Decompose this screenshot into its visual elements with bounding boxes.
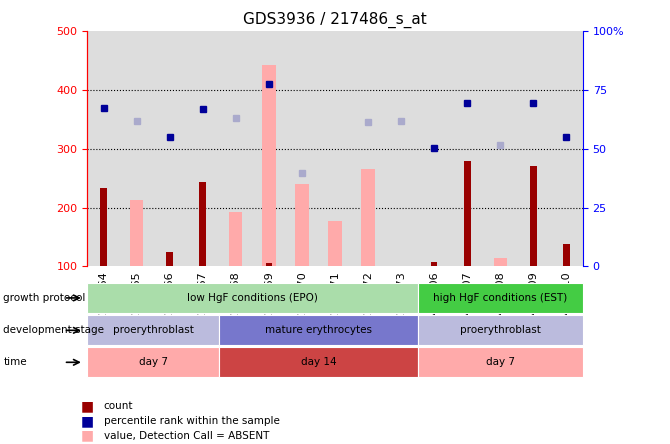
Bar <box>563 244 570 266</box>
Text: growth protocol: growth protocol <box>3 293 86 303</box>
Bar <box>229 212 243 266</box>
Bar <box>431 262 438 266</box>
Text: proerythroblast: proerythroblast <box>460 325 541 335</box>
Bar <box>295 184 309 266</box>
Text: percentile rank within the sample: percentile rank within the sample <box>104 416 280 426</box>
Bar <box>166 252 173 266</box>
Text: low HgF conditions (EPO): low HgF conditions (EPO) <box>187 293 318 303</box>
Text: time: time <box>3 357 27 367</box>
Bar <box>100 187 107 266</box>
Text: development stage: development stage <box>3 325 105 335</box>
Text: high HgF conditions (EST): high HgF conditions (EST) <box>433 293 567 303</box>
Text: day 7: day 7 <box>139 357 168 367</box>
Bar <box>200 182 206 266</box>
Bar <box>262 65 275 266</box>
Text: count: count <box>104 401 133 411</box>
Text: mature erythrocytes: mature erythrocytes <box>265 325 372 335</box>
Text: ■: ■ <box>80 414 94 428</box>
Bar <box>328 221 342 266</box>
Bar <box>530 166 537 266</box>
Text: value, Detection Call = ABSENT: value, Detection Call = ABSENT <box>104 431 269 440</box>
Text: proerythroblast: proerythroblast <box>113 325 194 335</box>
Text: ■: ■ <box>80 428 94 443</box>
Text: day 7: day 7 <box>486 357 515 367</box>
Text: day 14: day 14 <box>301 357 336 367</box>
Title: GDS3936 / 217486_s_at: GDS3936 / 217486_s_at <box>243 12 427 28</box>
Text: ■: ■ <box>80 399 94 413</box>
Bar <box>464 161 470 266</box>
Bar <box>494 258 507 266</box>
Bar <box>130 200 143 266</box>
Text: ■: ■ <box>80 443 94 444</box>
Bar <box>361 169 375 266</box>
Bar <box>265 263 272 266</box>
